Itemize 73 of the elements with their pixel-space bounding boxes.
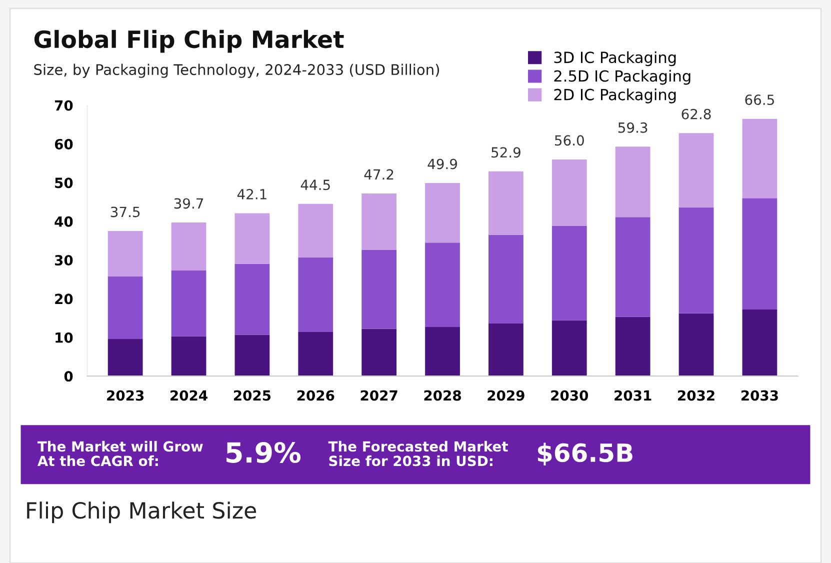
bar — [234, 334, 270, 376]
bar — [362, 193, 397, 250]
bar — [108, 276, 143, 339]
bar — [615, 146, 650, 218]
bar — [742, 198, 778, 310]
bar — [615, 217, 650, 317]
bar — [615, 316, 650, 376]
bar — [108, 338, 143, 376]
total-label: 42.1 — [237, 188, 266, 200]
bar — [171, 336, 206, 376]
bar — [742, 118, 778, 198]
total-label: 44.5 — [300, 180, 330, 190]
y-tick-label: 0 — [64, 371, 73, 382]
total-label: 52.9 — [492, 147, 520, 158]
total-label: 62.8 — [682, 108, 711, 120]
bar — [425, 242, 460, 327]
x-tick-label: 2023 — [107, 390, 144, 401]
text: $66.5B — [538, 442, 632, 466]
bar — [678, 207, 714, 314]
x-tick-label: 2033 — [741, 390, 778, 401]
x-tick-label: 2027 — [360, 390, 398, 401]
bar — [171, 222, 206, 270]
x-tick-label: 2032 — [678, 390, 714, 401]
bar — [298, 204, 334, 258]
text: The Forecasted Market Size for 2033 in USD: — [328, 440, 508, 466]
y-tick-label: 70 — [54, 100, 73, 111]
bar — [488, 234, 524, 324]
chart-subtitle: Size, by Packaging Technology, 2024-2033 (USD Billion) — [34, 64, 440, 78]
bar — [108, 231, 143, 276]
bar — [298, 257, 334, 332]
bar — [678, 313, 714, 376]
total-label: 56.0 — [554, 135, 584, 146]
bar — [298, 332, 334, 376]
text: 5.9% — [226, 442, 301, 463]
bar — [171, 270, 206, 336]
x-tick-label: 2029 — [488, 390, 524, 401]
bar — [488, 171, 524, 235]
legend-label: 3D IC Packaging — [554, 51, 676, 66]
x-tick-label: 2031 — [614, 390, 652, 401]
bar — [552, 320, 587, 376]
x-tick-label: 2024 — [170, 390, 208, 401]
total-label: 39.7 — [174, 198, 204, 209]
bar — [234, 264, 270, 335]
total-label: 37.5 — [110, 206, 140, 218]
x-tick-label: 2025 — [234, 390, 271, 401]
text: The Market will Grow At the CAGR of: — [37, 440, 203, 466]
bar — [425, 326, 460, 376]
bar — [425, 183, 460, 243]
total-label: 49.9 — [428, 158, 457, 170]
y-tick-label: 20 — [55, 294, 73, 304]
y-tick-label: 10 — [56, 332, 73, 343]
total-label: 47.2 — [364, 169, 394, 180]
bar — [362, 250, 397, 329]
y-tick-label: 30 — [54, 254, 73, 266]
bar — [362, 328, 397, 376]
bar — [552, 226, 587, 320]
bar — [488, 323, 524, 376]
chart-title: Global Flip Chip Market — [34, 30, 344, 53]
legend-label: 2D IC Packaging — [554, 88, 676, 104]
bar — [742, 310, 778, 376]
x-tick-label: 2028 — [424, 390, 461, 401]
y-tick-label: 60 — [54, 138, 73, 150]
x-tick-label: 2030 — [551, 390, 588, 401]
legend-label: 2.5D IC Packaging — [554, 70, 690, 85]
bar — [552, 159, 587, 226]
text: Flip Chip Market Size — [27, 502, 256, 524]
bar — [678, 133, 714, 208]
y-tick-label: 50 — [55, 178, 73, 188]
x-tick-label: 2026 — [297, 390, 334, 401]
y-tick-label: 40 — [54, 216, 73, 227]
bar — [234, 213, 270, 264]
total-label: 66.5 — [745, 94, 774, 106]
total-label: 59.3 — [618, 122, 648, 133]
